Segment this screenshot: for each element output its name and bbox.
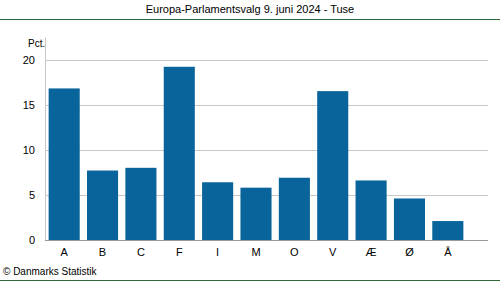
caption: © Danmarks Statistik <box>3 266 98 277</box>
bar <box>317 91 348 240</box>
x-tick: C <box>137 240 145 258</box>
header-rule <box>0 19 500 20</box>
x-tick: Æ <box>366 240 377 258</box>
x-tick-label: V <box>329 246 337 258</box>
bar <box>87 171 118 240</box>
x-tick: Ø <box>405 240 414 258</box>
bar <box>164 67 195 240</box>
title: Europa-Parlamentsvalg 9. juni 2024 - Tus… <box>146 3 355 15</box>
grid-line <box>45 240 488 241</box>
y-tick-label: 15 <box>23 99 35 111</box>
bar <box>240 188 271 240</box>
x-tick: A <box>61 240 69 258</box>
x-tick-label: Æ <box>366 246 377 258</box>
y-tick: 10 <box>23 144 45 156</box>
x-tick-label: B <box>99 246 106 258</box>
x-tick: I <box>216 240 219 258</box>
bar <box>49 88 80 240</box>
grid-line <box>45 60 488 61</box>
y-tick-label: 5 <box>29 189 35 201</box>
baseline <box>45 240 488 241</box>
x-tick: O <box>290 240 299 258</box>
x-tick-label: Å <box>444 246 452 258</box>
y-tick: 20 <box>23 54 45 66</box>
x-tick: Å <box>444 240 452 258</box>
grid <box>45 61 488 241</box>
x-tick: M <box>251 240 260 258</box>
x-tick: B <box>99 240 106 258</box>
x-axis: ABCFIMOVÆØÅ <box>45 240 488 258</box>
y-tick-label: 0 <box>29 234 35 246</box>
grid-line <box>45 105 488 106</box>
bar <box>394 198 425 240</box>
x-tick-label: A <box>61 246 69 258</box>
x-tick-label: F <box>176 246 183 258</box>
y-tick: 15 <box>23 99 45 111</box>
bar <box>356 180 387 240</box>
y-axis-title: Pct. <box>28 38 45 49</box>
bar <box>125 168 156 240</box>
y-tick: 0 <box>29 234 45 246</box>
y-axis-line <box>45 38 46 241</box>
bar <box>202 182 233 240</box>
footer-rule <box>0 280 500 281</box>
y-tick-label: 20 <box>23 54 35 66</box>
bar <box>432 221 463 240</box>
bar <box>279 178 310 240</box>
x-tick: V <box>329 240 337 258</box>
chart: Europa-Parlamentsvalg 9. juni 2024 - Tus… <box>0 0 500 282</box>
x-tick-label: C <box>137 246 145 258</box>
x-tick: F <box>176 240 183 258</box>
x-tick-label: I <box>216 246 219 258</box>
y-tick-label: 10 <box>23 144 35 156</box>
x-tick-label: M <box>251 246 260 258</box>
grid-line <box>45 150 488 151</box>
x-tick-label: Ø <box>405 246 414 258</box>
y-tick: 5 <box>29 189 45 201</box>
y-axis: 0 5 10 15 20 <box>23 38 46 247</box>
bars <box>49 67 464 240</box>
x-tick-label: O <box>290 246 299 258</box>
